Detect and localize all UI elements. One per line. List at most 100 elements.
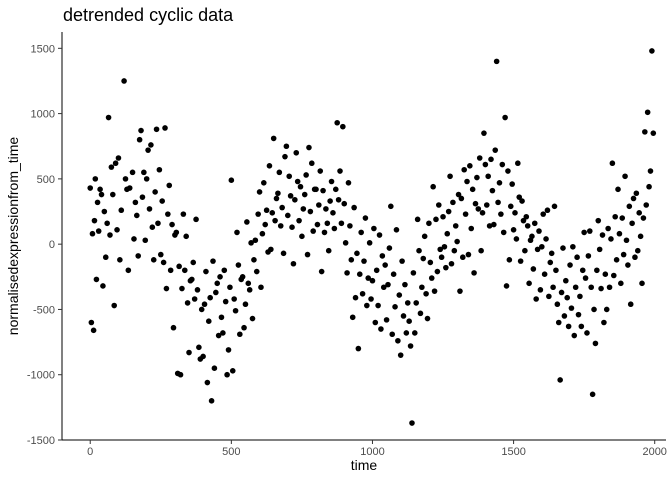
data-point [169, 221, 175, 228]
data-point [534, 246, 541, 253]
data-point [434, 268, 441, 275]
data-point [107, 232, 113, 238]
data-point [268, 246, 274, 253]
data-point [297, 183, 304, 190]
data-point [383, 317, 390, 323]
data-point [440, 213, 446, 220]
data-point [101, 208, 108, 215]
data-point [627, 301, 634, 308]
data-point [129, 169, 136, 176]
data-point [292, 196, 298, 203]
data-point [505, 168, 511, 174]
data-point [430, 183, 436, 190]
data-point [543, 236, 549, 242]
data-point [578, 323, 585, 330]
data-point [217, 274, 223, 280]
x-tick-label: 1500 [501, 446, 525, 458]
data-point [365, 275, 372, 281]
data-point [159, 198, 165, 204]
data-point [259, 230, 266, 237]
data-point [533, 296, 539, 302]
data-point [316, 202, 322, 208]
data-point [207, 294, 213, 301]
data-point [526, 280, 532, 287]
data-point [141, 169, 147, 176]
data-point [136, 136, 143, 143]
data-point [152, 189, 158, 195]
data-point [222, 298, 229, 305]
data-point [184, 300, 191, 306]
data-point [93, 276, 100, 283]
data-point [337, 168, 343, 174]
y-tick-label: -500 [33, 304, 55, 316]
data-point [558, 289, 565, 296]
data-point [165, 211, 171, 217]
data-point [585, 253, 592, 259]
data-point [331, 225, 338, 232]
data-point [564, 294, 571, 301]
data-point [150, 257, 157, 263]
data-point [135, 253, 142, 259]
data-point [300, 206, 307, 212]
data-point [160, 259, 167, 266]
chart-title: detrended cyclic data [63, 5, 234, 25]
data-point [200, 353, 206, 360]
data-point [404, 300, 411, 306]
data-point [443, 264, 449, 271]
data-point [176, 263, 182, 270]
data-point [330, 210, 336, 216]
data-point [550, 284, 556, 291]
data-point [359, 290, 366, 297]
data-point [122, 176, 129, 182]
data-point [157, 251, 164, 258]
data-point [647, 168, 654, 174]
data-point [146, 206, 153, 212]
data-point [307, 208, 314, 215]
data-point [252, 237, 259, 244]
data-point [196, 344, 202, 351]
data-point [332, 186, 339, 193]
data-point [503, 283, 510, 289]
data-point [522, 247, 528, 254]
data-point [435, 202, 442, 208]
data-point [167, 267, 174, 274]
data-point [441, 243, 448, 250]
data-point [340, 123, 346, 130]
data-point [100, 283, 106, 289]
data-point [321, 229, 328, 236]
data-point [139, 194, 146, 200]
data-point [469, 186, 476, 193]
data-point [567, 262, 573, 268]
data-point [625, 262, 631, 268]
data-point [616, 230, 623, 237]
data-point [622, 173, 628, 180]
data-point [413, 300, 420, 306]
data-point [571, 332, 578, 339]
data-point [364, 302, 370, 309]
data-point [234, 229, 240, 236]
data-point [421, 233, 428, 240]
data-point [386, 245, 393, 251]
data-point [314, 221, 321, 228]
data-point [251, 257, 257, 263]
data-point [388, 203, 394, 210]
data-point [253, 268, 260, 275]
data-point [170, 324, 177, 331]
data-point [142, 237, 149, 244]
data-point [423, 290, 429, 297]
data-point [118, 207, 125, 214]
data-point [239, 274, 246, 280]
data-point [424, 315, 431, 322]
y-tick-label: 1500 [31, 43, 55, 55]
data-point [204, 379, 211, 386]
data-point [468, 225, 475, 232]
data-point [481, 130, 487, 136]
data-point [560, 245, 566, 251]
data-point [417, 310, 424, 317]
data-point [592, 340, 599, 347]
data-point [275, 190, 281, 197]
data-point [602, 271, 609, 277]
data-point [447, 173, 453, 180]
data-point [445, 208, 452, 215]
